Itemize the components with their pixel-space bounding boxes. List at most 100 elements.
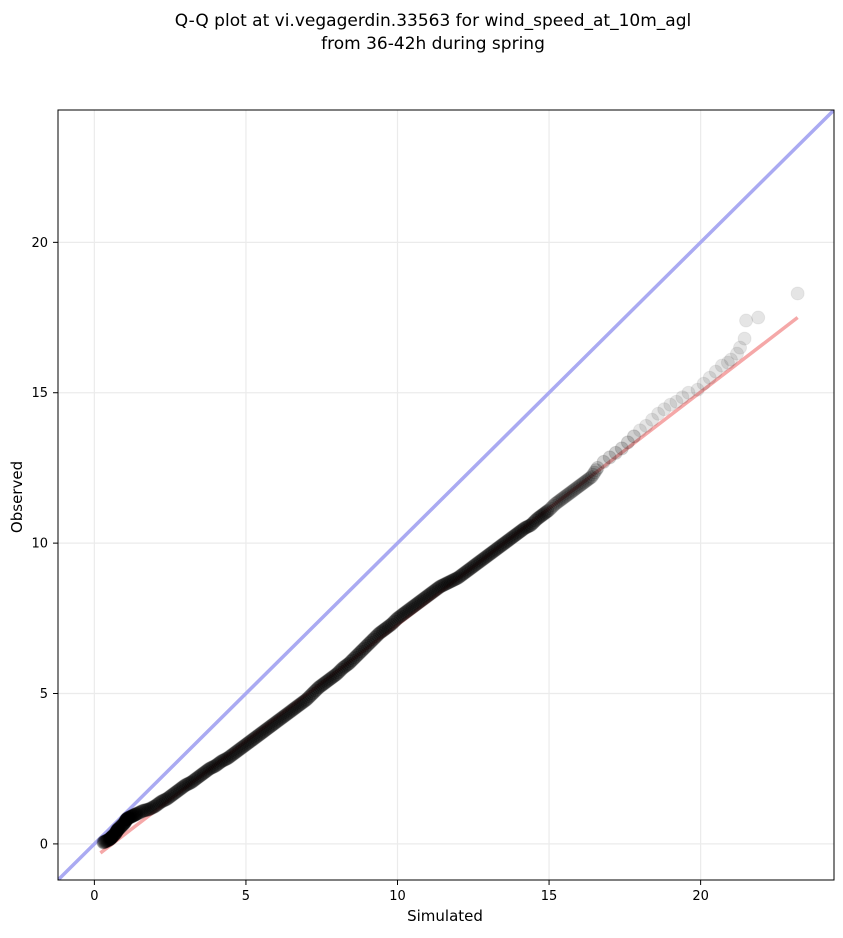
qq-point [161,790,176,805]
qq-point [201,762,216,777]
qq-point [557,490,572,505]
qq-point [586,467,601,482]
qq-point [288,700,303,715]
qq-point [463,561,478,576]
qq-point [211,756,226,771]
qq-point [164,788,179,803]
qq-point [121,810,136,825]
qq-point [248,730,263,745]
qq-point [106,828,121,843]
qq-point [176,779,191,794]
qq-point [590,460,605,475]
qq-point [579,473,594,488]
qq-point [120,811,135,826]
qq-point [373,625,388,640]
qq-point [317,675,332,690]
qq-point [392,610,407,625]
qq-point [290,699,305,714]
qq-point [148,799,162,814]
qq-point [143,801,158,816]
qq-point [229,744,244,759]
qq-point [454,568,469,583]
qq-point [110,822,125,837]
identity-line [58,110,834,880]
qq-point [576,475,591,490]
qq-point [431,580,446,595]
qq-point [402,602,417,617]
qq-point [466,559,481,574]
qq-point [255,725,270,740]
qq-point [154,794,169,809]
qq-point [510,526,525,541]
qq-point [639,418,654,433]
qq-point [560,488,575,502]
qq-point [269,715,284,730]
qq-point [223,748,238,763]
qq-point [566,483,581,498]
fit-line [99,316,799,855]
qq-point [492,540,507,555]
qq-point [123,809,138,824]
qq-point [481,548,496,563]
qq-point [528,513,543,528]
qq-point [554,492,569,507]
qq-point [549,495,564,510]
qq-point [99,833,114,848]
qq-point [246,732,261,747]
qq-point [369,629,384,644]
qq-point [110,822,125,837]
qq-point [543,501,558,516]
qq-point [419,589,434,604]
qq-point [669,394,684,409]
x-tick-label: 10 [389,889,406,904]
qq-point [602,450,617,465]
qq-point [340,657,355,672]
qq-point [295,695,310,710]
qq-point [243,734,258,749]
qq-point [478,550,493,565]
chart-title-line-2: from 36-42h during spring [321,34,545,54]
qq-point [360,638,375,653]
qq-point [570,480,585,495]
qq-point [702,370,717,385]
qq-point [442,575,457,590]
qq-point [399,604,414,619]
qq-point [119,812,134,827]
qq-point [149,798,164,813]
qq-point [232,742,247,757]
qq-point [119,812,134,827]
qq-point [633,423,647,438]
qq-point [117,815,132,830]
qq-point [460,563,475,578]
qq-point [385,615,400,630]
qq-point [284,703,299,718]
qq-point [690,382,705,397]
qq-point [520,519,535,534]
qq-point [378,621,393,636]
qq-point [138,803,153,818]
qq-point [572,478,587,493]
qq-point [495,538,510,553]
x-tick-label: 5 [242,889,250,904]
qq-point [179,777,194,792]
qq-point [275,710,290,725]
qq-point [132,805,147,820]
grid-lines [58,110,834,880]
qq-point [367,630,382,645]
qq-point [225,747,240,762]
qq-point [532,509,547,524]
qq-point [461,562,476,577]
qq-point [357,641,372,656]
qq-point [414,593,429,608]
qq-point [314,678,329,693]
qq-point [252,727,267,742]
qq-point [276,709,291,724]
qq-point [122,810,137,825]
qq-point [437,577,452,592]
qq-point [730,346,744,361]
qq-point [351,647,366,662]
qq-point [257,724,272,739]
qq-point [455,567,470,582]
qq-point [737,331,752,346]
